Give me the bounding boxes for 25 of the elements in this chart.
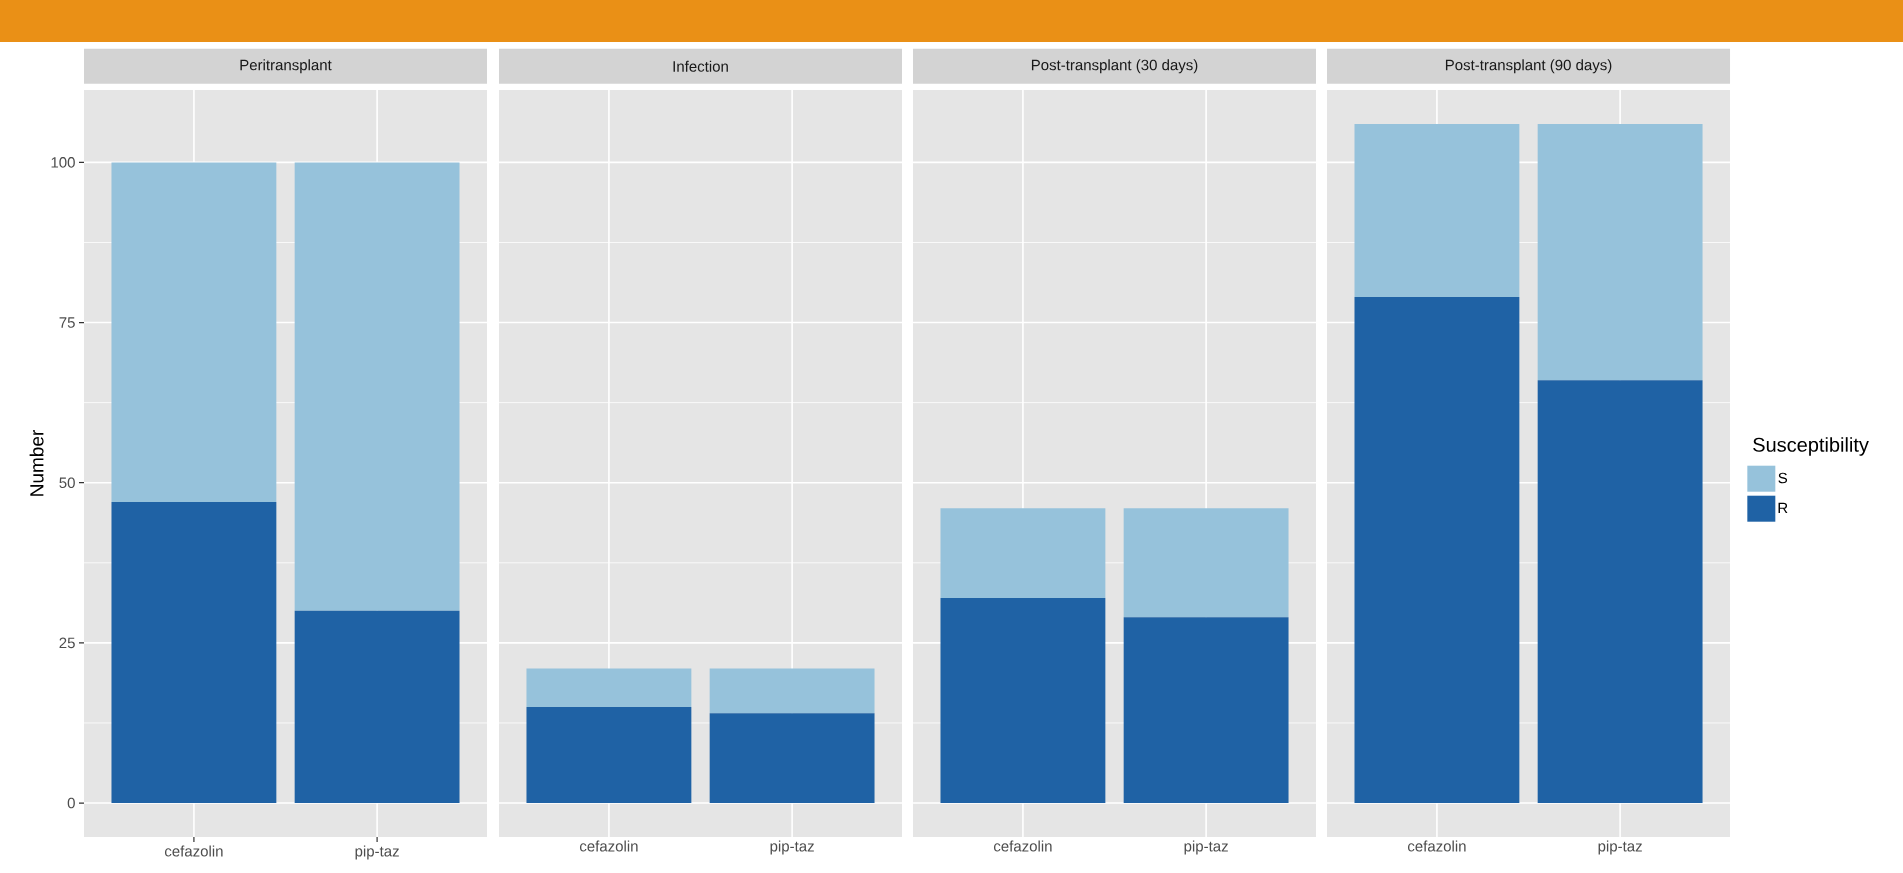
legend-label: S: [1778, 472, 1788, 484]
bar: [111, 501, 277, 804]
y-tick-label: 50: [59, 477, 75, 489]
x-tick-label: cefazolin: [579, 840, 638, 852]
bar: [294, 610, 460, 804]
x-tick-label: cefazolin: [1407, 840, 1466, 852]
x-tick-label: pip-taz: [1184, 840, 1228, 855]
y-tick-label: 25: [59, 637, 75, 649]
x-tick-label: cefazolin: [164, 845, 223, 857]
x-tick-label: cefazolin: [993, 840, 1052, 852]
x-tick-label: pip-taz: [770, 840, 814, 855]
chart-title: Peritransplant: [240, 59, 332, 74]
chart-title: Post-transplant (30 days): [1031, 59, 1198, 74]
bar: [111, 162, 277, 502]
y-axis-title: Number: [29, 430, 44, 496]
y-tick-label: 0: [67, 797, 75, 809]
chart-title: Infection: [673, 60, 728, 72]
x-tick-label: pip-taz: [355, 845, 399, 860]
y-tick-label: 75: [59, 317, 75, 328]
legend-title: Susceptibility: [1753, 437, 1869, 456]
y-tick-label: 100: [51, 157, 75, 168]
legend-label: R: [1778, 502, 1788, 514]
bar: [294, 162, 460, 611]
chart-title: Post-transplant (90 days): [1445, 59, 1612, 74]
x-tick-label: pip-taz: [1598, 840, 1642, 855]
